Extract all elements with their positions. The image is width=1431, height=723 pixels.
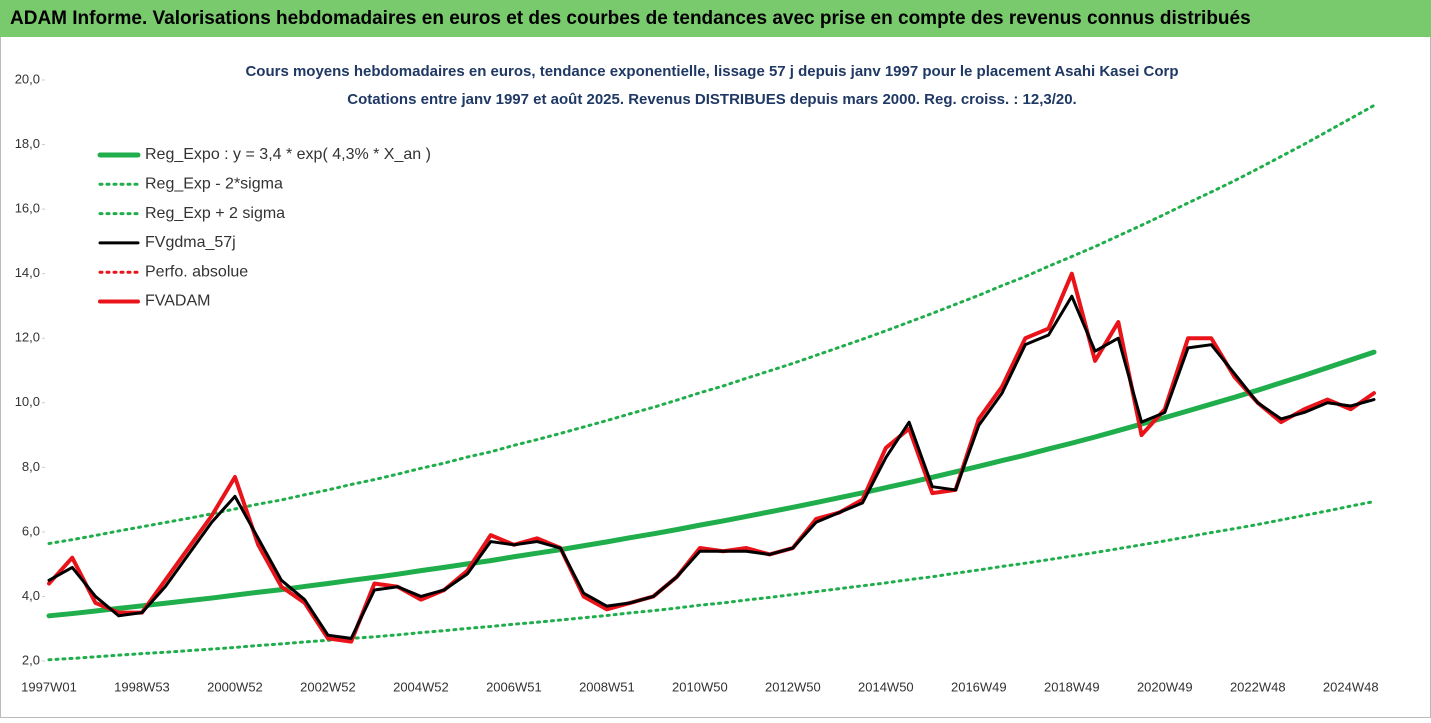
- chart-title: Cours moyens hebdomadaires en euros, ten…: [245, 63, 1178, 80]
- x-tick-label: 2020W49: [1137, 679, 1193, 694]
- legend-label: Reg_Exp + 2 sigma: [145, 205, 285, 222]
- y-tick-label: 18,0: [15, 136, 40, 151]
- x-tick-label: 1997W01: [21, 679, 77, 694]
- legend-label: Perfo. absolue: [145, 263, 248, 280]
- x-tick-label: 2022W48: [1230, 679, 1286, 694]
- x-tick-label: 2006W51: [486, 679, 542, 694]
- y-tick-label: 12,0: [15, 330, 40, 345]
- legend-label: FVgdma_57j: [145, 234, 236, 251]
- legend-label: Reg_Exp - 2*sigma: [145, 176, 283, 193]
- x-tick-label: 2016W49: [951, 679, 1007, 694]
- series-line: [47, 103, 1376, 546]
- x-tick-label: 2002W52: [300, 679, 356, 694]
- series-line: [47, 294, 1376, 640]
- x-tick-label: 2010W50: [672, 679, 728, 694]
- x-tick-label: 2014W50: [858, 679, 914, 694]
- y-tick-label: 16,0: [15, 201, 40, 216]
- chart-subtitle: Cotations entre janv 1997 et août 2025. …: [347, 91, 1076, 108]
- y-tick-label: 20,0: [15, 71, 40, 86]
- y-tick-label: 10,0: [15, 394, 40, 409]
- y-tick-label: 4,0: [22, 588, 40, 603]
- y-tick-label: 8,0: [22, 459, 40, 474]
- y-tick-label: 6,0: [22, 523, 40, 538]
- x-tick-label: 2018W49: [1044, 679, 1100, 694]
- legend-label: Reg_Expo : y = 3,4 * exp( 4,3% * X_an ): [145, 146, 431, 163]
- y-tick-label: 14,0: [15, 265, 40, 280]
- x-tick-label: 1998W53: [114, 679, 170, 694]
- x-tick-label: 2000W52: [207, 679, 263, 694]
- header-bar: [0, 0, 1431, 37]
- x-tick-label: 2008W51: [579, 679, 635, 694]
- header-title: ADAM Informe. Valorisations hebdomadaire…: [10, 8, 1251, 29]
- x-tick-label: 2024W48: [1323, 679, 1379, 694]
- x-tick-label: 2012W50: [765, 679, 821, 694]
- y-tick-label: 2,0: [22, 652, 40, 667]
- x-tick-label: 2004W52: [393, 679, 449, 694]
- legend-label: FVADAM: [145, 293, 210, 310]
- series-line: [47, 500, 1376, 662]
- series-line: [47, 271, 1376, 644]
